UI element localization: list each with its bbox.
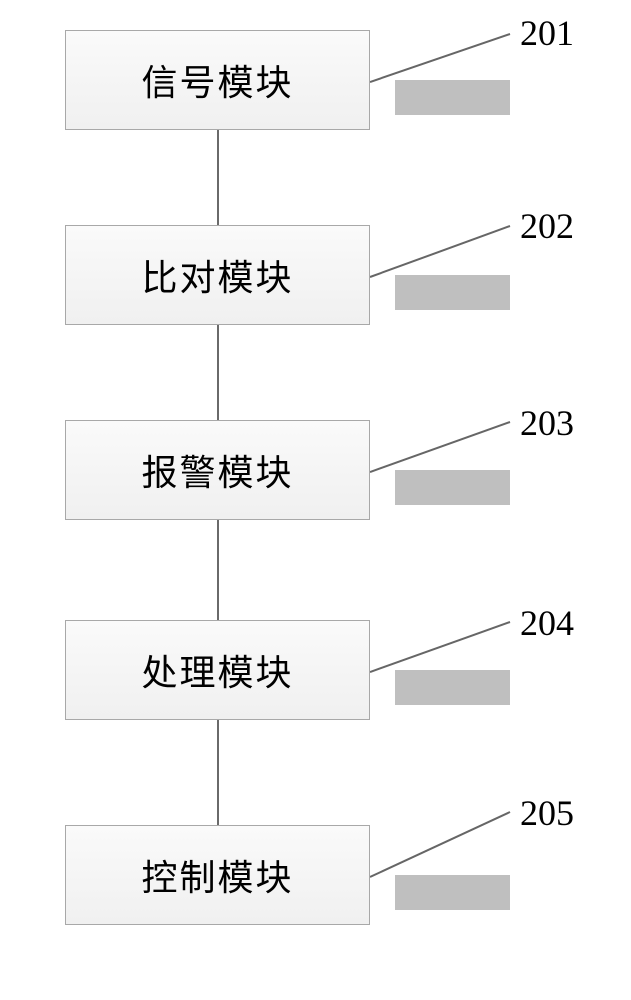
- node-number: 202: [520, 205, 574, 247]
- connector: [217, 520, 219, 620]
- callout-line: [370, 222, 515, 282]
- node-number: 201: [520, 12, 574, 54]
- flowchart-node-control: 控制模块: [65, 825, 370, 925]
- flowchart-node-alarm: 报警模块: [65, 420, 370, 520]
- callout-line: [370, 418, 515, 478]
- flowchart-node-compare: 比对模块: [65, 225, 370, 325]
- callout-line: [370, 808, 515, 883]
- node-label: 处理模块: [141, 644, 293, 696]
- node-label: 报警模块: [141, 444, 293, 496]
- callout-line: [370, 30, 515, 90]
- node-label: 控制模块: [141, 849, 293, 901]
- flowchart-node-signal: 信号模块: [65, 30, 370, 130]
- callout-line: [370, 618, 515, 678]
- node-number: 205: [520, 792, 574, 834]
- node-label: 比对模块: [141, 249, 293, 301]
- connector: [217, 325, 219, 420]
- flowchart-node-process: 处理模块: [65, 620, 370, 720]
- connector: [217, 720, 219, 825]
- connector: [217, 130, 219, 225]
- node-number: 203: [520, 402, 574, 444]
- node-number: 204: [520, 602, 574, 644]
- node-label: 信号模块: [141, 54, 293, 106]
